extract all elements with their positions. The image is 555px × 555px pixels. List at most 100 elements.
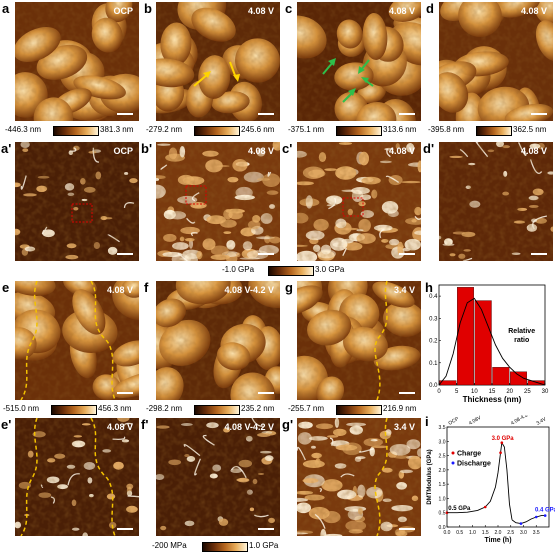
afm-height-image-d: 4.08 V (439, 2, 553, 121)
noise-overlay (15, 281, 139, 400)
afm-modulus-image-a-prime: OCP (15, 142, 139, 261)
colorbar-g: -255.7 nm 216.9 nm (288, 404, 423, 415)
panel-label-b-prime: b' (141, 141, 153, 156)
dashed-boundary (20, 281, 116, 400)
afm-texture (15, 142, 139, 261)
green-arrows (322, 58, 374, 103)
colorbar-b: -279.2 nm 245.6 nm (146, 125, 281, 136)
legend-label-discharge: Discharge (457, 461, 491, 468)
y-tick-label: 0.5 (439, 511, 446, 517)
voltage-label-a: OCP (113, 6, 133, 16)
scale-bar (117, 392, 133, 394)
scale-bar (399, 113, 415, 115)
colorbar-gradient (194, 126, 240, 136)
x-tick-label: 20 (506, 389, 513, 395)
x-tick-label: 30 (542, 389, 549, 395)
afm-height-image-g: 3.4 V (297, 281, 421, 400)
afm-modulus-image-d-prime: 4.08 V (439, 142, 553, 261)
scale-bar (399, 528, 415, 530)
colorbar-max: 362.5 nm (513, 125, 547, 134)
colorbar-min: -446.3 nm (5, 125, 42, 134)
afm-texture (156, 142, 280, 261)
afm-texture (15, 281, 139, 400)
fit-curve (438, 297, 546, 386)
noise-overlay (156, 142, 280, 261)
afm-height-image-b: 4.08 V (156, 2, 280, 121)
scale-bar (117, 528, 133, 530)
colorbar-max: 245.6 nm (241, 125, 275, 134)
afm-texture (15, 2, 139, 121)
voltage-label-e-prime: 4.08 V (106, 422, 133, 432)
scale-bar (531, 113, 547, 115)
y-tick-label: 3.0 (439, 439, 446, 445)
colorbar-gradient (53, 126, 99, 136)
voltage-label-f: 4.08 V-4.2 V (224, 285, 274, 295)
region-box (185, 185, 207, 205)
histogram-bar (510, 371, 527, 386)
x-axis-label: Time (h) (484, 537, 511, 544)
y-tick-label: 1.0 (439, 496, 446, 502)
afm-texture (439, 2, 553, 121)
value-annotation: 0.4 GPa (535, 507, 555, 513)
voltage-label-f-prime: 4.08 V-4.2 V (224, 422, 274, 432)
noise-overlay (439, 142, 553, 261)
colorbar-gradient (202, 542, 248, 552)
discharge-point (534, 515, 538, 519)
afm-height-image-c: 4.08 V (297, 2, 421, 121)
legend-marker-charge (451, 451, 455, 455)
histogram-bar (492, 367, 510, 386)
y-tick-label: 0.4 (429, 294, 438, 300)
afm-modulus-image-g-prime: 3.4 V (297, 418, 421, 536)
scale-bar (531, 253, 547, 255)
voltage-label-b: 4.08 V (247, 6, 274, 16)
plot-frame (446, 426, 550, 528)
value-annotation: 3.0 GPa (492, 436, 515, 442)
colorbar-min: -279.2 nm (146, 125, 183, 134)
dashed-boundary (20, 418, 116, 536)
colorbar-gradient (336, 126, 382, 136)
colorbar-min: -255.7 nm (288, 404, 325, 413)
colorbar-gradient (194, 405, 240, 415)
discharge-point (519, 522, 523, 525)
colorbar-min: -375.1 nm (288, 125, 325, 134)
noise-overlay (15, 2, 139, 121)
x-tick-label: 3.0 (520, 530, 527, 536)
voltage-label-g-prime: 3.4 V (393, 422, 415, 432)
x-tick-label: 1.0 (469, 530, 476, 536)
phase-label: 3.4V (536, 416, 548, 427)
scale-bar (258, 253, 274, 255)
panel-label-b: b (144, 1, 152, 16)
colorbar-max: 3.0 GPa (315, 265, 345, 274)
panel-label-g: g (285, 280, 293, 295)
phase-label: OCP (448, 416, 461, 427)
y-tick-label: 2.5 (439, 454, 446, 460)
afm-modulus-image-b-prime: 4.08 V (156, 142, 280, 261)
panel-label-a-prime: a' (1, 141, 12, 156)
y-tick-label: 0.0 (439, 525, 446, 531)
noise-overlay (297, 418, 421, 536)
panel-label-f-prime: f' (141, 417, 149, 432)
afm-texture (297, 418, 421, 536)
colorbar-min: -1.0 GPa (222, 265, 255, 274)
noise-overlay (15, 142, 139, 261)
afm-height-image-e: 4.08 V (15, 281, 139, 400)
panel-label-h: h (425, 280, 433, 295)
x-tick-label: 0.0 (444, 530, 451, 536)
voltage-label-b-prime: 4.08 V (247, 146, 274, 156)
yellow-arrows (193, 61, 240, 87)
x-tick-label: 2.5 (507, 530, 514, 536)
colorbar-e: -515.0 nm 456.3 nm (3, 404, 140, 415)
panel-label-f: f (144, 280, 149, 295)
colorbar-min: -298.2 nm (146, 404, 183, 413)
region-box (342, 197, 364, 217)
region-box (71, 203, 93, 223)
colorbar-min: -515.0 nm (3, 404, 40, 413)
histogram-bar (439, 380, 457, 386)
colorbar-max: 1.0 GPa (249, 541, 279, 550)
scale-bar (258, 392, 274, 394)
series-line (511, 515, 546, 525)
scale-bar (117, 113, 133, 115)
x-tick-label: 0 (437, 389, 441, 395)
noise-overlay (15, 418, 139, 536)
scale-bar (399, 253, 415, 255)
